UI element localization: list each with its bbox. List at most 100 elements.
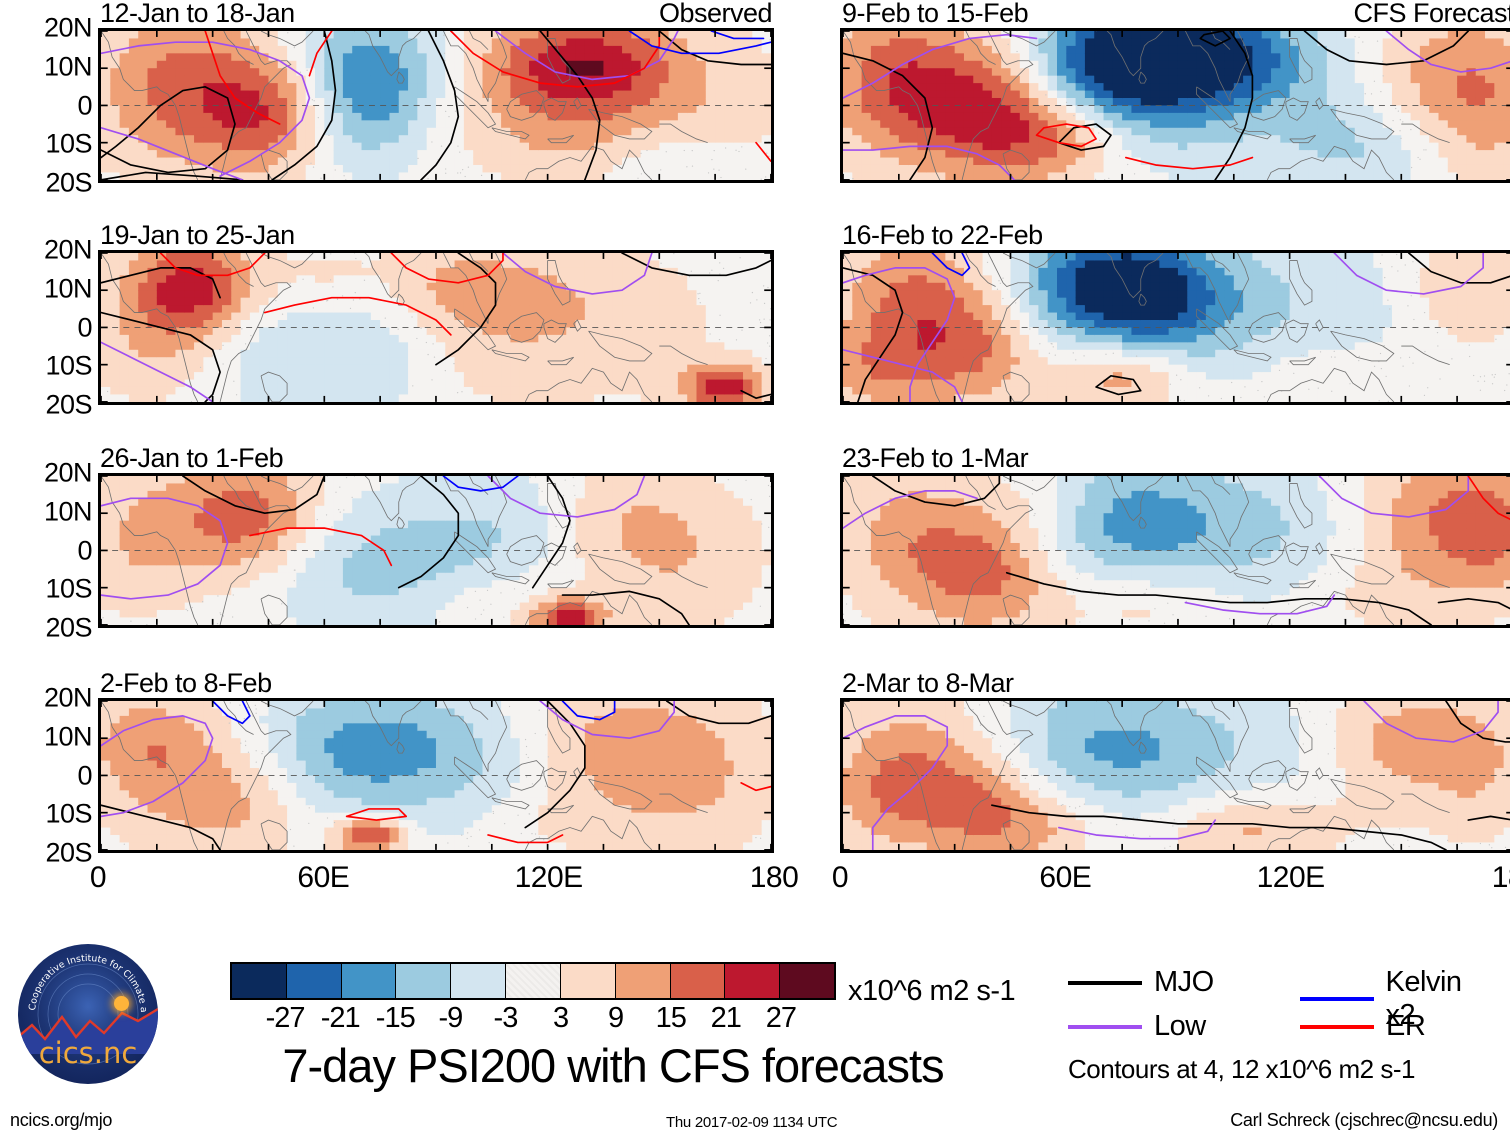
y-tick-label: 10N bbox=[43, 496, 93, 527]
neutral-stipple bbox=[102, 476, 771, 625]
legend-label: ER bbox=[1386, 1010, 1426, 1042]
y-tick-label: 10N bbox=[43, 273, 93, 304]
y-tick-label: 10N bbox=[43, 51, 93, 82]
x-tick-label: 0 bbox=[831, 861, 849, 894]
panel-title: 23-Feb to 1-Mar bbox=[842, 443, 1029, 473]
colorbar-tick: 3 bbox=[552, 1002, 569, 1034]
colorbar-tick: -15 bbox=[375, 1002, 416, 1034]
coastlines bbox=[843, 253, 1450, 402]
x-axis-labels: 0 60E 120E 180 bbox=[832, 861, 1510, 901]
map-panel-19-jan-to-25-jan: 19-Jan to 25-Jan 20N 10N 0 10S 20S bbox=[44, 220, 774, 420]
logo-wordmark: cics.nc bbox=[38, 1036, 138, 1070]
y-axis-labels: 20N 10N 0 10S 20S bbox=[0, 458, 93, 643]
colorbar-tick: -27 bbox=[265, 1002, 306, 1034]
cics-logo: Cooperative Institute for Climate and Sa… bbox=[18, 944, 158, 1084]
panel-title: 2-Feb to 8-Feb bbox=[100, 668, 272, 698]
wave-contours bbox=[843, 31, 1510, 180]
map-plot-area bbox=[840, 250, 1510, 405]
map-panel-26-jan-to-1-feb: 26-Jan to 1-Feb 20N 10N 0 10S 20S bbox=[44, 443, 774, 643]
coastlines bbox=[101, 31, 708, 180]
figure-title: 7-day PSI200 with CFS forecasts bbox=[282, 1039, 944, 1092]
colorbar-segment bbox=[341, 964, 397, 998]
y-tick-label: 20S bbox=[45, 167, 92, 198]
colorbar-segment bbox=[780, 964, 834, 998]
map-panel-2-feb-to-8-feb: 2-Feb to 8-Feb 20N 10N 0 10S 20S 0 60E 120E 180 bbox=[44, 668, 799, 894]
colorbar-tick: 9 bbox=[608, 1002, 624, 1034]
legend-line-swatch bbox=[1300, 1024, 1374, 1029]
y-tick-label: 10S bbox=[45, 798, 92, 829]
colorbar-tick: -3 bbox=[493, 1002, 519, 1034]
anomaly-shading bbox=[843, 476, 1510, 625]
map-canvas bbox=[101, 253, 771, 402]
panel-column-header: Observed bbox=[658, 0, 773, 28]
contour-legend: MJO Kelvin x2 Low ER bbox=[1068, 966, 1498, 1046]
neutral-stipple bbox=[123, 702, 762, 847]
anomaly-shading bbox=[843, 701, 1510, 850]
colorbar-tick-labels: -27 -21 -15 -9 -3 3 9 15 21 27 bbox=[230, 1002, 836, 1036]
colorbar-swatches bbox=[230, 962, 836, 1000]
logo-mountains-icon bbox=[18, 1007, 158, 1054]
colorbar-segment bbox=[615, 964, 671, 998]
y-axis-labels: 20N 10N 0 10S 20S bbox=[0, 683, 93, 868]
x-tick-label: 60E bbox=[1039, 861, 1092, 894]
map-plot-area bbox=[98, 28, 774, 183]
anomaly-shading bbox=[843, 253, 1510, 402]
legend-line-swatch bbox=[1300, 997, 1374, 1001]
x-tick-label: 60E bbox=[297, 861, 350, 894]
y-tick-label: 20S bbox=[45, 837, 92, 868]
footer-author[interactable]: Carl Schreck (cjschrec@ncsu.edu) bbox=[1230, 1110, 1498, 1130]
y-tick-label: 20N bbox=[43, 12, 93, 43]
footer-site-link[interactable]: ncics.org/mjo bbox=[10, 1110, 113, 1130]
y-tick-label: 10S bbox=[45, 350, 92, 381]
legend-label: MJO bbox=[1154, 966, 1214, 998]
legend-line-swatch bbox=[1068, 1024, 1142, 1029]
map-panel-12-jan-to-18-jan: 12-Jan to 18-Jan Observed 20N 10N 0 10S 20S bbox=[44, 0, 774, 198]
wave-contours bbox=[101, 253, 771, 402]
x-tick-label: 120E bbox=[1256, 861, 1326, 894]
colorbar-segment bbox=[725, 964, 781, 998]
y-tick-label: 20N bbox=[43, 457, 93, 488]
map-plot-area bbox=[98, 250, 774, 405]
y-tick-label: 20S bbox=[45, 612, 92, 643]
contour-note: Contours at 4, 12 x10^6 m2 s-1 bbox=[1068, 1054, 1415, 1084]
neutral-stipple bbox=[986, 253, 1510, 402]
y-tick-label: 10S bbox=[45, 573, 92, 604]
legend-label: Low bbox=[1154, 1010, 1206, 1042]
colorbar-segment bbox=[670, 964, 726, 998]
axis-ticks bbox=[843, 253, 1510, 402]
map-plot-area bbox=[840, 473, 1510, 628]
y-tick-label: 10N bbox=[43, 721, 93, 752]
map-canvas bbox=[843, 701, 1510, 850]
wave-contours bbox=[101, 31, 771, 180]
y-tick-label: 10S bbox=[45, 128, 92, 159]
coastlines bbox=[843, 701, 1450, 850]
legend-item-er: ER bbox=[1300, 1010, 1426, 1043]
map-panel-16-feb-to-22-feb: 16-Feb to 22-Feb bbox=[840, 220, 1510, 405]
y-tick-label: 0 bbox=[77, 90, 92, 120]
neutral-stipple bbox=[287, 32, 771, 180]
wave-contours bbox=[843, 701, 1510, 850]
legend-item-kelvin-x2: Kelvin x2 bbox=[1300, 966, 1498, 1032]
coastlines bbox=[101, 701, 708, 850]
y-tick-label: 0 bbox=[77, 312, 92, 342]
panel-grid: 12-Jan to 18-Jan Observed 20N 10N 0 10S 20S 9-F… bbox=[44, 0, 1510, 901]
panel-title: 9-Feb to 15-Feb bbox=[842, 0, 1029, 28]
colorbar-tick: -21 bbox=[320, 1002, 361, 1034]
map-plot-area bbox=[98, 698, 774, 853]
y-tick-label: 0 bbox=[77, 535, 92, 565]
x-tick-label: 180 bbox=[1491, 861, 1510, 894]
panel-title: 16-Feb to 22-Feb bbox=[842, 220, 1043, 250]
colorbar-segment bbox=[232, 964, 287, 998]
legend-item-low: Low bbox=[1068, 1010, 1206, 1043]
map-panel-9-feb-to-15-feb: 9-Feb to 15-Feb CFS Forecast bbox=[840, 0, 1510, 183]
colorbar-tick: 21 bbox=[710, 1002, 742, 1034]
legend-label: Kelvin x2 bbox=[1385, 966, 1463, 1031]
colorbar-tick: -9 bbox=[438, 1002, 463, 1034]
x-tick-label: 120E bbox=[514, 861, 584, 894]
colorbar: -27 -21 -15 -9 -3 3 9 15 21 27 bbox=[230, 962, 836, 1034]
neutral-stipple bbox=[964, 701, 1507, 849]
map-canvas bbox=[843, 476, 1510, 625]
map-canvas bbox=[101, 476, 771, 625]
colorbar-segment bbox=[560, 964, 616, 998]
wave-contours bbox=[843, 476, 1510, 625]
